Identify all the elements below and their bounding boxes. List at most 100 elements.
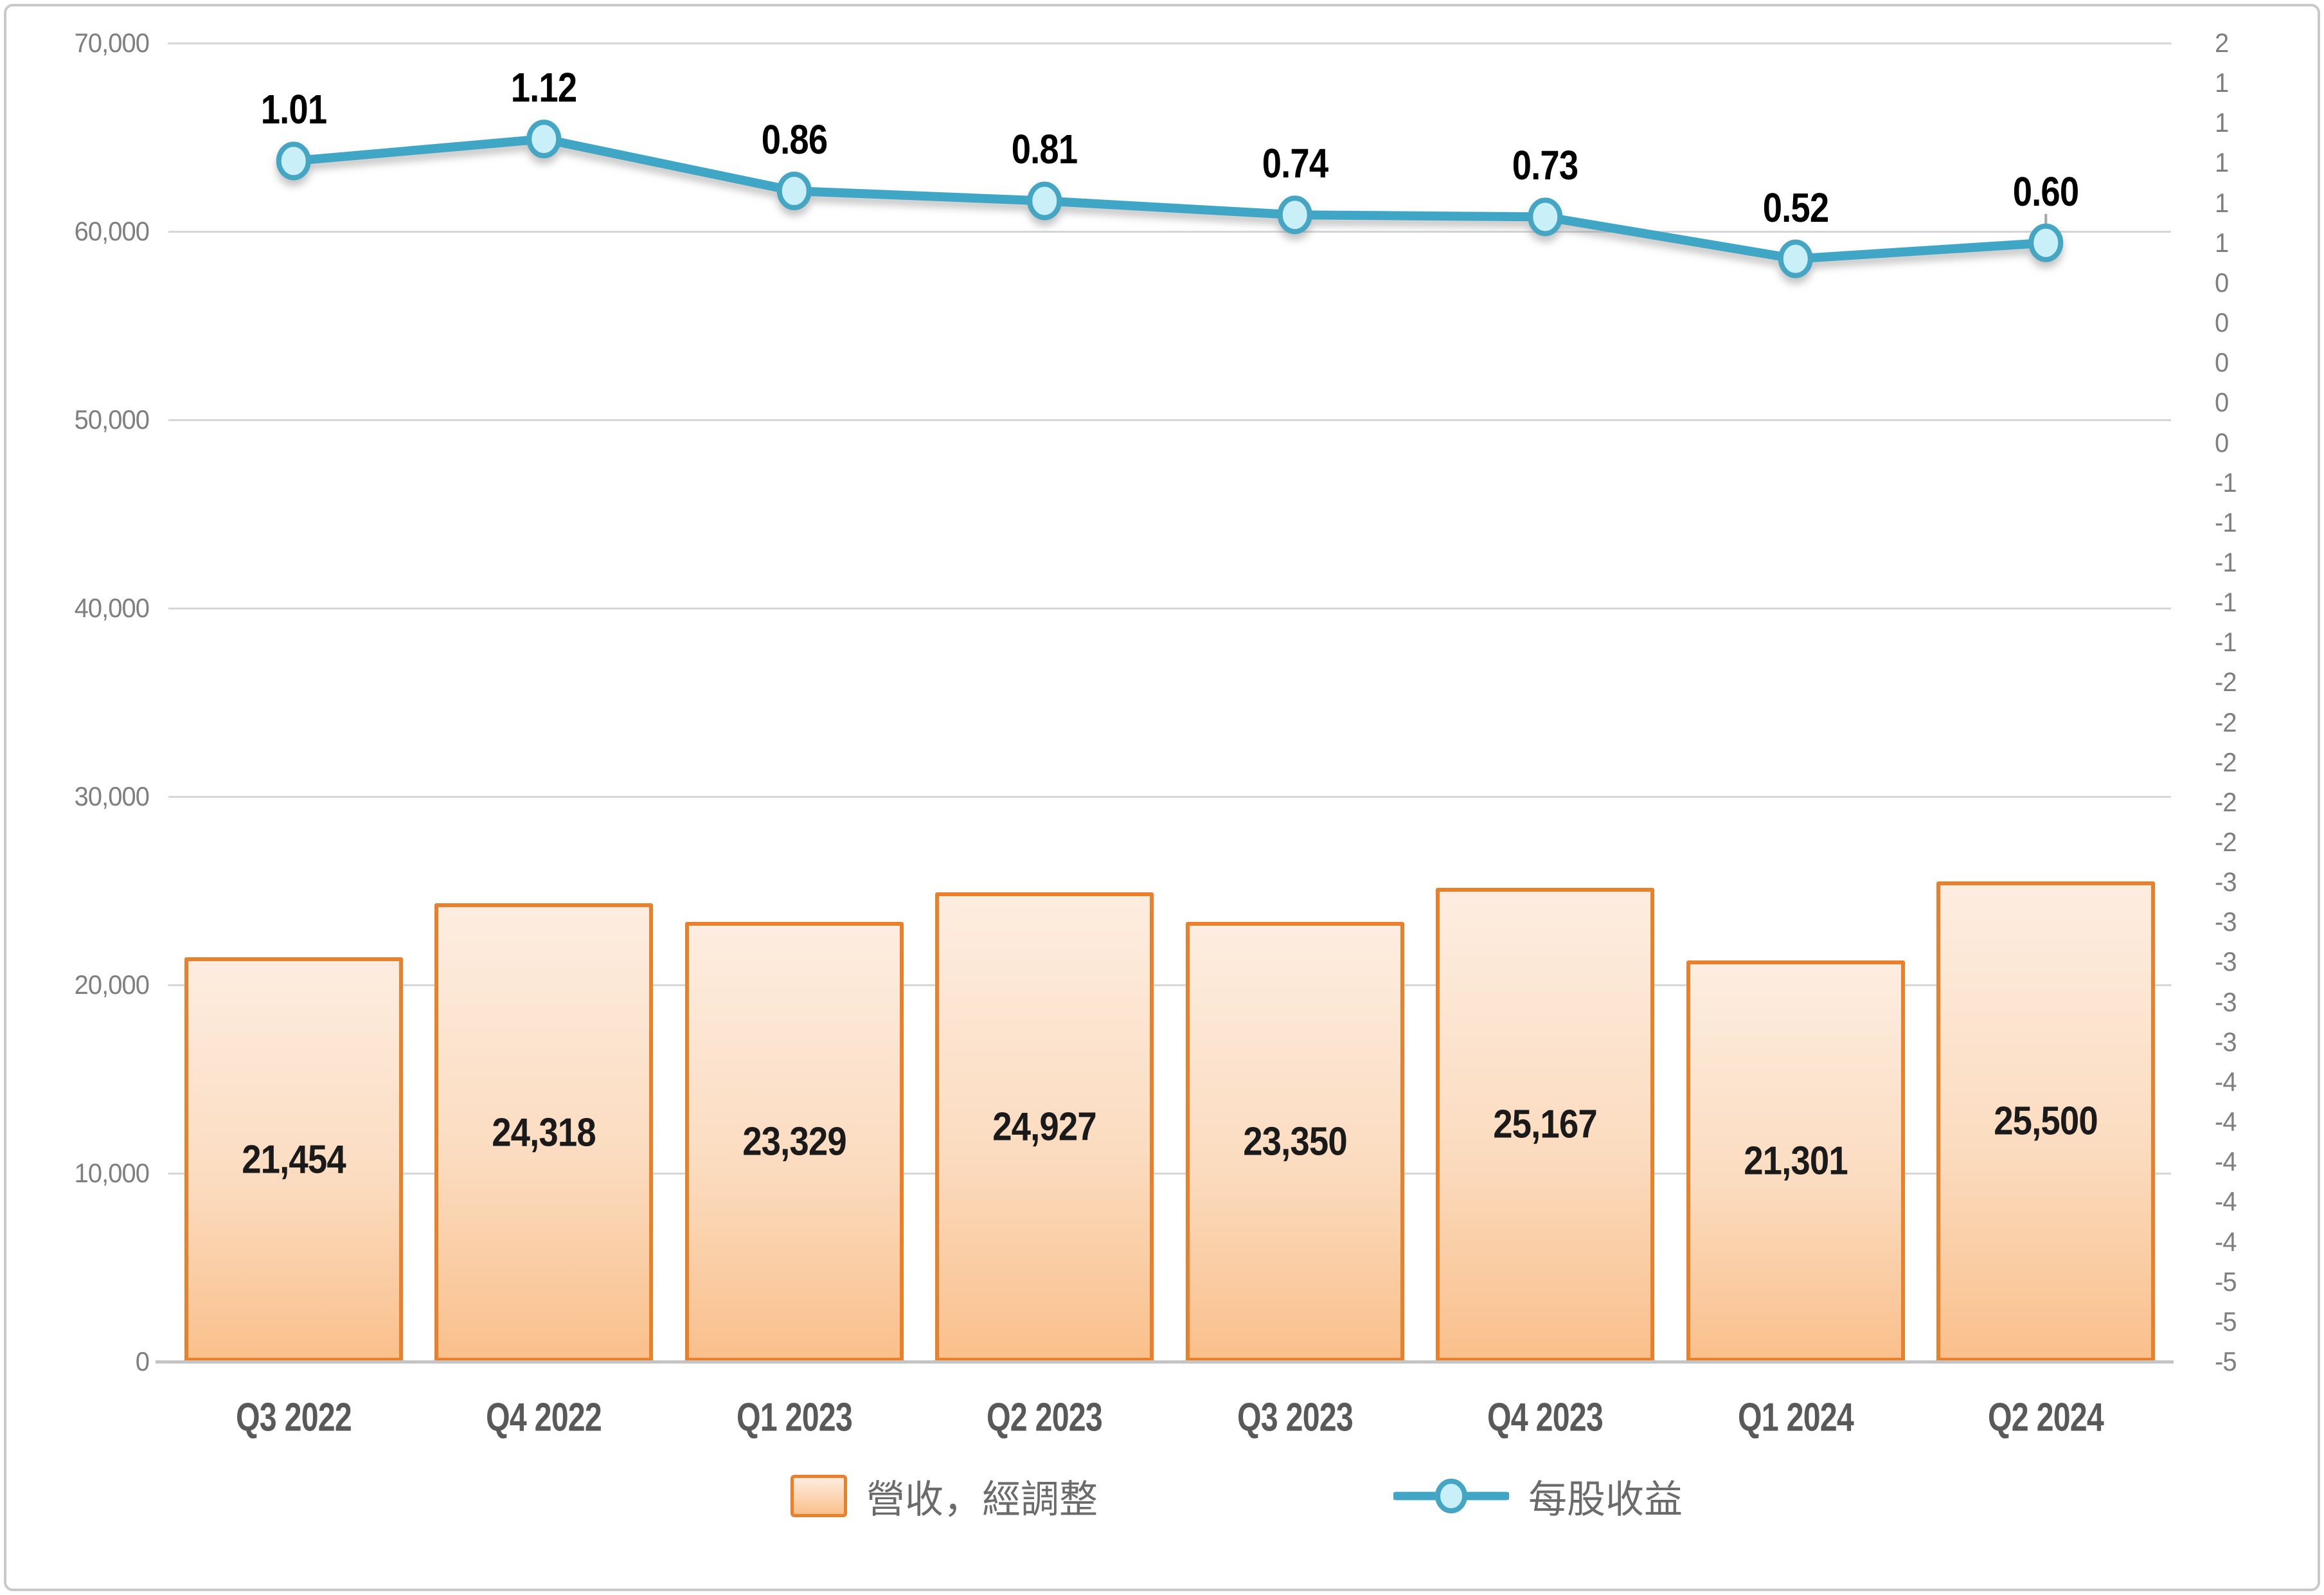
right-axis-tick-label: -2 <box>2215 746 2237 777</box>
left-axis-tick-label: 20,000 <box>74 969 150 1000</box>
left-axis-tick-label: 60,000 <box>74 216 150 246</box>
right-axis-tick-label: 1 <box>2215 227 2229 258</box>
bar-value-label: 21,454 <box>241 1137 346 1182</box>
x-axis-category-label: Q1 2024 <box>1737 1395 1854 1440</box>
bar <box>1185 921 1404 1362</box>
eps-series-marker-icon <box>1393 1479 1509 1513</box>
left-axis-tick-label: 50,000 <box>74 404 150 435</box>
right-axis-tick-label: 1 <box>2215 187 2229 218</box>
line-point-label: 0.52 <box>1762 184 1829 231</box>
right-axis-tick-label: -4 <box>2215 1186 2237 1217</box>
right-axis-tick-label: 1 <box>2215 147 2229 178</box>
bar-value-label: 25,500 <box>1994 1099 2098 1144</box>
gridline <box>168 795 2171 798</box>
right-axis-tick-label: -3 <box>2215 906 2237 937</box>
legend: 營收，經調整 每股收益 <box>791 1461 1683 1531</box>
bar <box>1936 881 2156 1362</box>
right-axis-tick-label: -1 <box>2215 467 2237 498</box>
bar <box>184 957 403 1362</box>
bar-value-label: 25,167 <box>1493 1102 1598 1147</box>
legend-label-revenue: 營收，經調整 <box>866 1478 1098 1521</box>
right-axis-tick-label: -4 <box>2215 1106 2237 1137</box>
right-axis-tick-label: -5 <box>2215 1346 2237 1376</box>
right-axis-tick-label: -5 <box>2215 1306 2237 1337</box>
right-axis-tick-label: -1 <box>2215 587 2237 618</box>
line-point-marker <box>776 171 812 210</box>
line-point-label: 0.81 <box>1012 126 1078 173</box>
x-axis-category-label: Q4 2023 <box>1487 1395 1604 1440</box>
gridline <box>168 419 2171 421</box>
line-point-marker <box>2028 223 2064 262</box>
right-axis-tick-label: -3 <box>2215 986 2237 1017</box>
bar <box>1436 887 1655 1362</box>
right-axis-tick-label: 0 <box>2215 427 2229 458</box>
line-point-label: 0.73 <box>1512 142 1578 189</box>
x-axis-category-label: Q1 2023 <box>736 1395 853 1440</box>
gridline <box>168 984 2171 986</box>
x-axis-category-label: Q3 2022 <box>235 1395 352 1440</box>
bar <box>935 892 1154 1362</box>
line-point-marker <box>1027 181 1062 221</box>
right-axis-tick-label: -3 <box>2215 1026 2237 1057</box>
legend-item-eps: 每股收益 <box>1393 1468 1683 1524</box>
right-axis-tick-label: -2 <box>2215 786 2237 817</box>
bar <box>1686 960 1905 1362</box>
bar-value-label: 23,329 <box>742 1119 846 1164</box>
line-point-marker <box>276 141 311 181</box>
line-point-label: 0.60 <box>2013 168 2079 215</box>
right-axis-tick-label: -4 <box>2215 1066 2237 1097</box>
left-axis-tick-label: 30,000 <box>74 781 150 811</box>
right-axis-tick-label: 0 <box>2215 347 2229 378</box>
right-axis-tick-label: -3 <box>2215 867 2237 897</box>
legend-label-eps: 每股收益 <box>1528 1478 1683 1521</box>
x-axis-category-label: Q3 2023 <box>1237 1395 1354 1440</box>
right-axis-tick-label: 1 <box>2215 68 2229 98</box>
right-axis-tick-label: 0 <box>2215 307 2229 338</box>
right-axis-tick-label: 1 <box>2215 107 2229 138</box>
left-axis-tick-label: 70,000 <box>74 28 150 58</box>
right-axis-tick-label: -4 <box>2215 1146 2237 1177</box>
bar-value-label: 24,318 <box>492 1110 596 1155</box>
bar-value-label: 24,927 <box>992 1104 1097 1149</box>
legend-item-revenue: 營收，經調整 <box>791 1468 1098 1524</box>
bar <box>434 903 654 1362</box>
right-axis-tick-label: -1 <box>2215 507 2237 537</box>
bar-value-label: 21,301 <box>1743 1139 1848 1184</box>
right-axis-tick-label: -5 <box>2215 1266 2237 1297</box>
line-point-label: 1.12 <box>511 64 577 111</box>
left-axis-tick-label: 40,000 <box>74 593 150 623</box>
bar-value-label: 23,350 <box>1242 1119 1347 1164</box>
line-point-marker <box>1277 195 1312 235</box>
x-axis-category-label: Q2 2023 <box>987 1395 1103 1440</box>
line-point-label: 0.74 <box>1262 140 1328 187</box>
gridline <box>168 42 2171 44</box>
bar <box>684 922 904 1362</box>
revenue-series-swatch-icon <box>791 1475 847 1517</box>
right-axis-tick-label: -1 <box>2215 627 2237 658</box>
line-point-marker <box>1778 239 1813 278</box>
line-point-marker <box>1528 197 1563 237</box>
right-axis-tick-label: -1 <box>2215 546 2237 577</box>
gridline <box>168 1172 2171 1175</box>
right-axis-tick-label: 0 <box>2215 387 2229 418</box>
x-axis-category-label: Q2 2024 <box>1988 1395 2104 1440</box>
gridline <box>168 607 2171 609</box>
x-axis-category-label: Q4 2022 <box>486 1395 602 1440</box>
right-axis-tick-label: 2 <box>2215 28 2229 58</box>
left-axis-tick-label: 10,000 <box>74 1158 150 1188</box>
right-axis-tick-label: -2 <box>2215 827 2237 858</box>
line-point-label: 0.86 <box>761 116 828 163</box>
x-axis-line <box>156 1360 2174 1364</box>
right-axis-tick-label: -2 <box>2215 707 2237 737</box>
line-point-label: 1.01 <box>260 86 327 133</box>
right-axis-tick-label: -2 <box>2215 667 2237 698</box>
gridline <box>168 230 2171 233</box>
line-point-marker <box>526 120 562 159</box>
left-axis-tick-label: 0 <box>135 1346 150 1376</box>
right-axis-tick-label: -3 <box>2215 946 2237 977</box>
right-axis-tick-label: -4 <box>2215 1226 2237 1257</box>
right-axis-tick-label: 0 <box>2215 267 2229 298</box>
eps-line-path <box>289 134 2051 264</box>
